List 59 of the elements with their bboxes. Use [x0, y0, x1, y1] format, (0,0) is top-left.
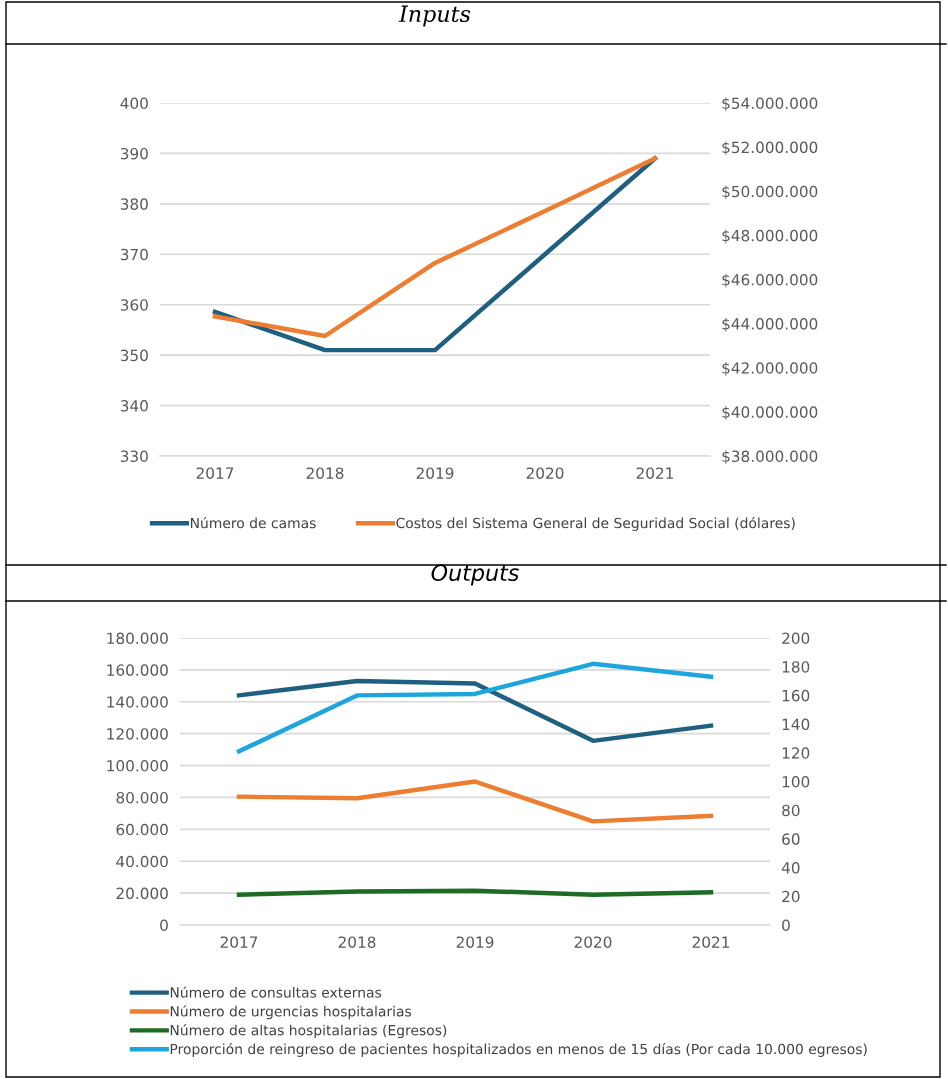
y2-tick-label: $46.000.000 — [722, 273, 818, 288]
line-series — [236, 779, 714, 824]
line-series — [236, 661, 714, 754]
x-tick-label: 2018 — [306, 467, 344, 479]
y2-tick-label: $40.000.000 — [722, 406, 818, 420]
x-tick-label: 2019 — [416, 467, 454, 479]
y2-tick-label: 140 — [782, 718, 810, 731]
y2-tick-label: $54.000.000 — [722, 97, 818, 112]
x-tick-label: 2020 — [574, 936, 612, 948]
y-tick-label: 40.000 — [116, 855, 168, 868]
y-tick-label: 120.000 — [107, 728, 168, 740]
y-tick-label: 370 — [120, 248, 148, 261]
y2-tick-label: 80 — [782, 804, 800, 817]
y-tick-label: 140.000 — [107, 696, 168, 708]
legend-label: Número de camas — [190, 516, 316, 529]
x-tick-label: 2017 — [220, 936, 258, 948]
legend-label: Número de consultas externas — [170, 986, 382, 998]
y2-tick-label: 60 — [782, 833, 800, 845]
y2-tick-label: 180 — [782, 661, 810, 673]
y-tick-label: 60.000 — [116, 823, 168, 836]
y-tick-label: 400 — [120, 97, 148, 110]
y2-tick-label: 100 — [782, 775, 810, 788]
y-tick-label: 180.000 — [107, 632, 168, 645]
y2-tick-label: $52.000.000 — [722, 141, 818, 156]
legend-label: Proporción de reingreso de pacientes hospitalizados en menos de 15 días (Por cada 10.000 egresos) — [170, 1042, 867, 1057]
legend-label: Número de urgencias hospitalarias — [170, 1005, 412, 1020]
legend-label: Costos del Sistema General de Seguridad Social (dólares) — [396, 516, 795, 531]
y2-tick-label: $50.000.000 — [722, 185, 818, 200]
y-tick-label: 340 — [120, 400, 148, 412]
y-tick-label: 360 — [120, 299, 148, 311]
y-tick-label: 390 — [120, 147, 148, 160]
x-tick-label: 2018 — [338, 936, 376, 948]
y2-tick-label: $48.000.000 — [722, 229, 818, 244]
y-tick-label: 380 — [120, 198, 148, 210]
x-tick-label: 2019 — [456, 936, 494, 948]
y2-tick-label: 40 — [781, 862, 800, 874]
y-tick-label: 20.000 — [116, 887, 168, 900]
y2-tick-label: 200 — [782, 632, 810, 645]
y2-tick-label: $44.000.000 — [722, 317, 818, 332]
y2-tick-label: 120 — [782, 747, 810, 759]
x-tick-label: 2017 — [196, 467, 234, 479]
chart-title: Inputs — [398, 5, 471, 27]
y-tick-label: 0 — [160, 919, 168, 932]
y-tick-label: 100.000 — [107, 760, 168, 772]
y2-tick-label: $42.000.000 — [722, 361, 818, 376]
line-series — [236, 678, 714, 744]
y2-tick-label: 20 — [782, 890, 800, 903]
y-tick-label: 330 — [120, 450, 148, 463]
y2-tick-label: 160 — [782, 689, 810, 702]
y2-tick-label: 0 — [782, 919, 790, 932]
y-tick-label: 160.000 — [107, 664, 168, 676]
y2-tick-label: $38.000.000 — [722, 450, 818, 465]
y-tick-label: 80.000 — [116, 791, 168, 804]
legend-label: Número de altas hospitalarias (Egresos) — [170, 1024, 447, 1039]
x-tick-label: 2021 — [636, 467, 674, 479]
y-tick-label: 350 — [120, 349, 148, 362]
chart-title: Outputs — [431, 564, 519, 586]
x-tick-label: 2021 — [692, 936, 730, 948]
x-tick-label: 2020 — [526, 467, 564, 479]
